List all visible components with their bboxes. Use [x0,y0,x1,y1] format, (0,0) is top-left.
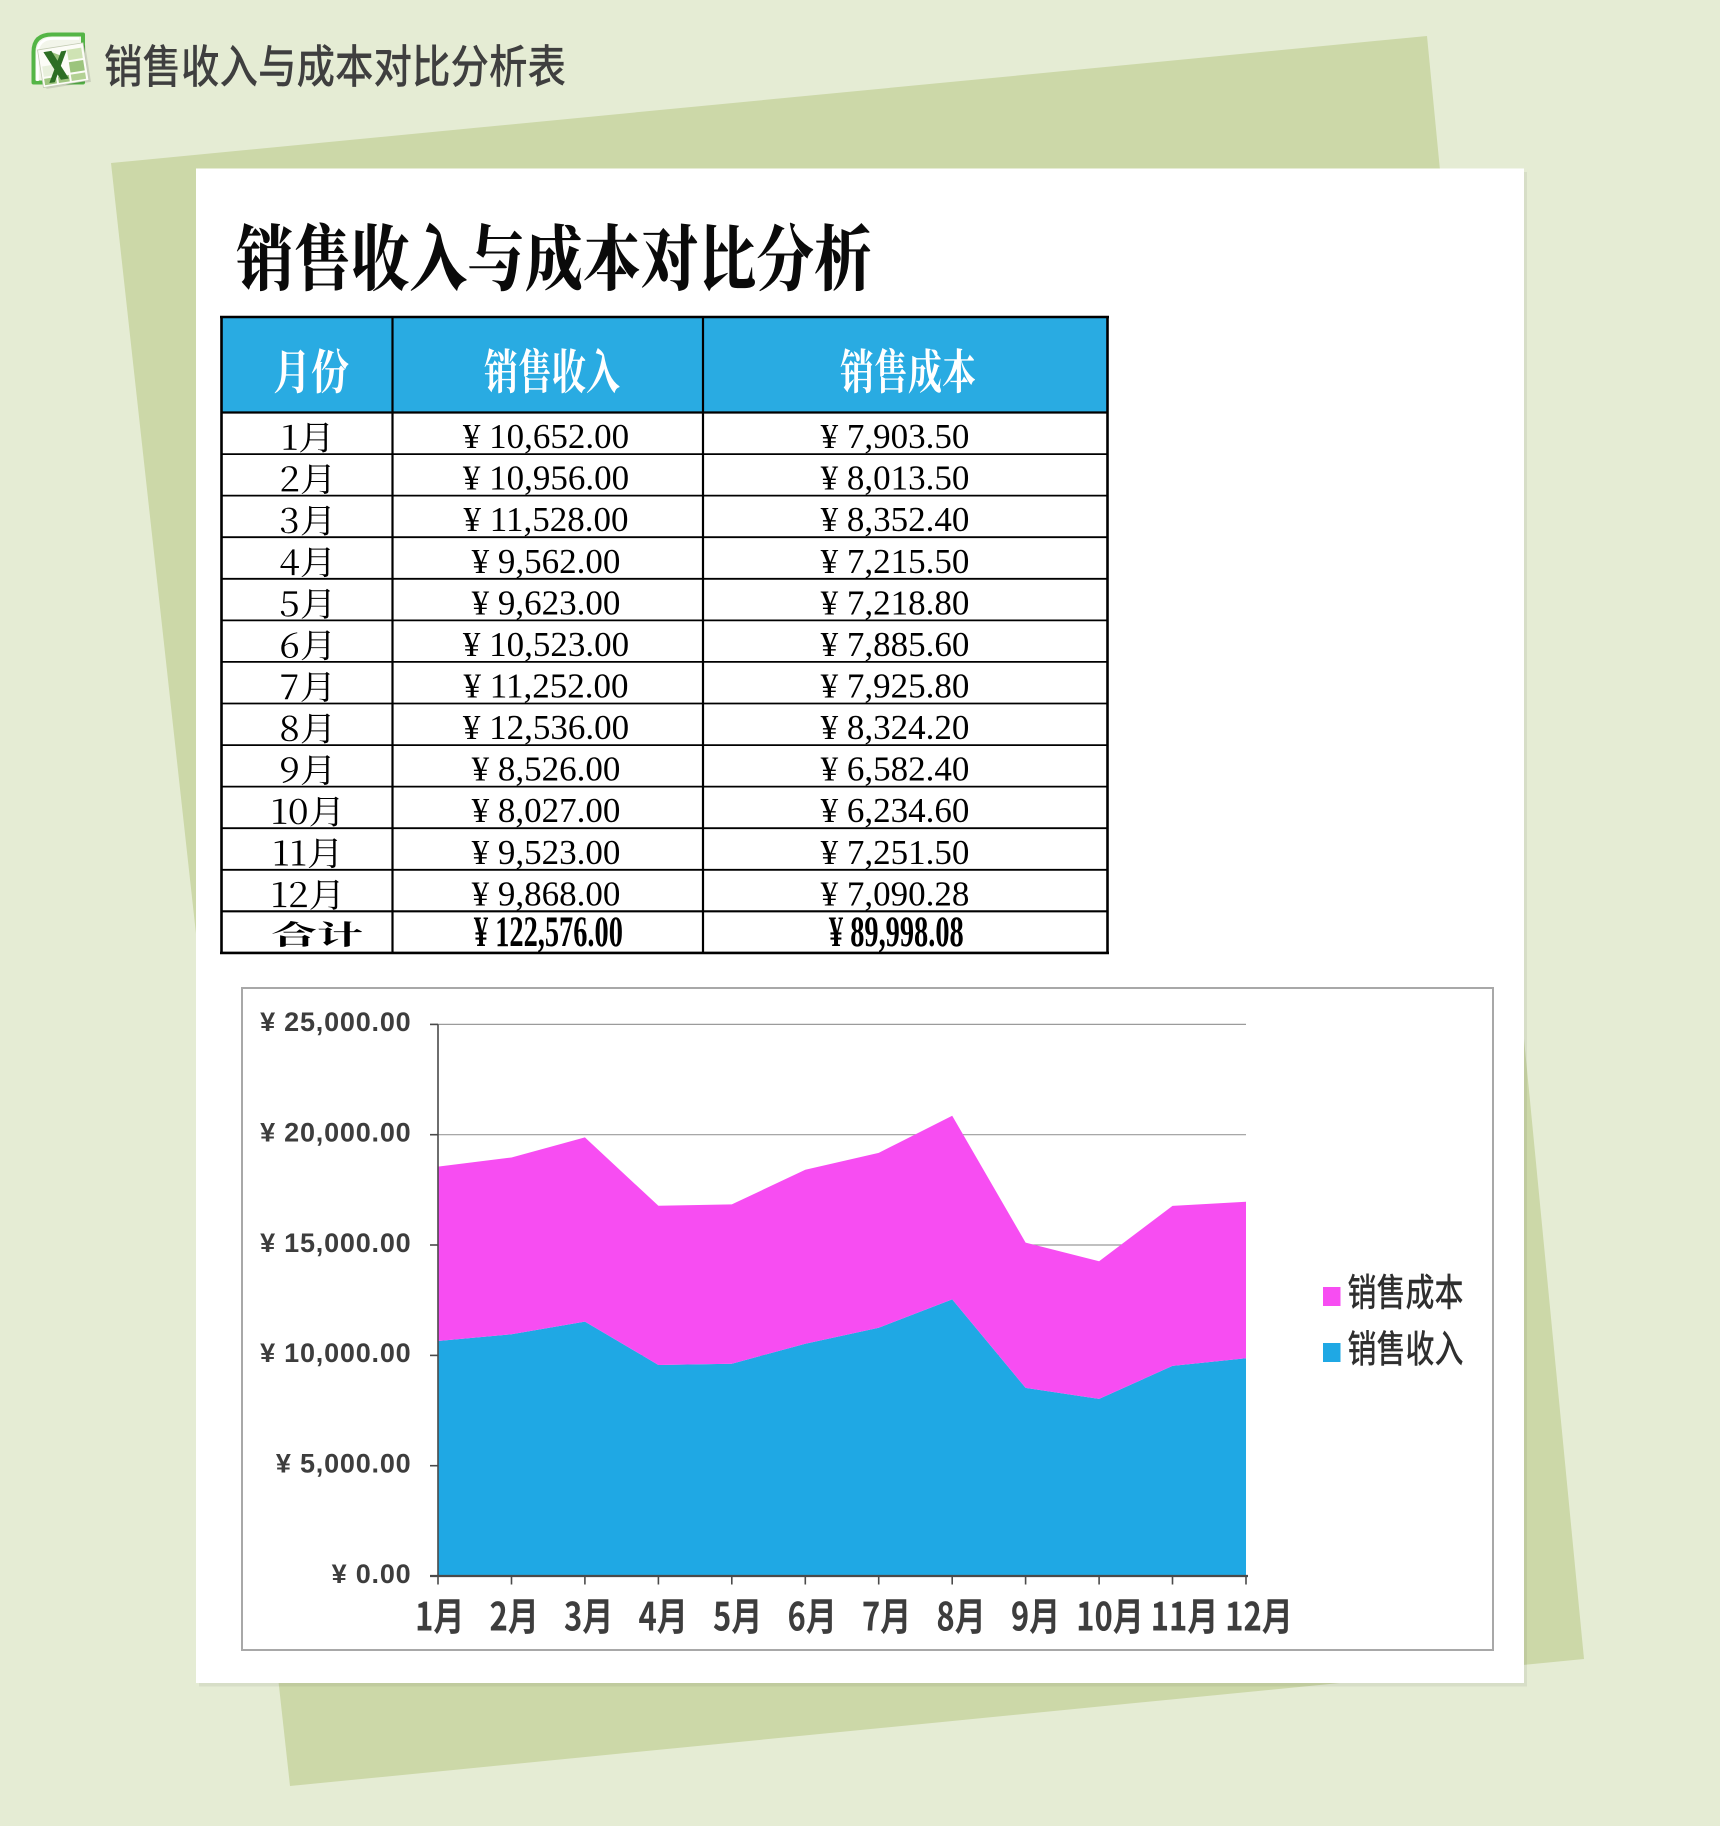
svg-text:¥ 7,218.80: ¥ 7,218.80 [821,583,970,622]
svg-text:¥ 5,000.00: ¥ 5,000.00 [276,1449,412,1479]
svg-text:¥ 122,576.00: ¥ 122,576.00 [474,908,623,955]
svg-text:¥ 25,000.00: ¥ 25,000.00 [260,1007,411,1037]
svg-text:¥ 11,528.00: ¥ 11,528.00 [464,500,629,539]
svg-text:¥ 12,536.00: ¥ 12,536.00 [463,708,629,747]
svg-text:¥ 9,562.00: ¥ 9,562.00 [472,542,621,581]
svg-text:¥ 8,324.20: ¥ 8,324.20 [821,708,970,747]
svg-text:¥ 7,251.50: ¥ 7,251.50 [821,833,970,872]
svg-text:¥ 7,090.28: ¥ 7,090.28 [821,874,970,913]
svg-text:¥ 8,352.40: ¥ 8,352.40 [821,500,970,539]
svg-text:¥ 9,623.00: ¥ 9,623.00 [472,583,621,622]
svg-text:¥ 10,956.00: ¥ 10,956.00 [463,459,629,498]
svg-text:¥ 0.00: ¥ 0.00 [332,1559,412,1589]
svg-text:¥ 89,998.08: ¥ 89,998.08 [829,908,964,955]
svg-text:¥ 7,925.80: ¥ 7,925.80 [821,667,970,706]
svg-text:¥ 7,885.60: ¥ 7,885.60 [821,625,970,664]
svg-text:¥ 6,234.60: ¥ 6,234.60 [821,791,970,830]
svg-text:¥ 10,652.00: ¥ 10,652.00 [463,417,629,456]
svg-text:¥ 9,868.00: ¥ 9,868.00 [472,874,621,913]
svg-text:¥ 8,027.00: ¥ 8,027.00 [472,791,621,830]
svg-text:¥ 20,000.00: ¥ 20,000.00 [260,1118,411,1148]
svg-text:¥ 7,215.50: ¥ 7,215.50 [821,542,970,581]
svg-text:¥ 9,523.00: ¥ 9,523.00 [472,833,621,872]
svg-text:¥ 10,523.00: ¥ 10,523.00 [463,625,629,664]
svg-text:¥ 15,000.00: ¥ 15,000.00 [260,1228,411,1258]
svg-text:¥ 8,526.00: ¥ 8,526.00 [472,750,621,789]
svg-text:¥ 7,903.50: ¥ 7,903.50 [821,417,970,456]
svg-text:¥ 6,582.40: ¥ 6,582.40 [821,750,970,789]
svg-text:¥ 10,000.00: ¥ 10,000.00 [260,1338,411,1368]
svg-text:¥ 11,252.00: ¥ 11,252.00 [464,667,629,706]
svg-text:¥ 8,013.50: ¥ 8,013.50 [821,459,970,498]
